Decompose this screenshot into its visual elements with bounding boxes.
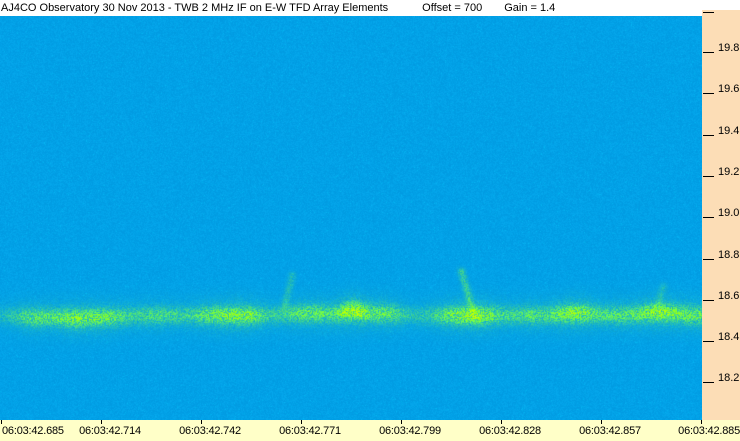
time-tick-mark xyxy=(301,420,302,424)
frequency-axis-panel: 19.8 19.6 19.4 19.2 19.0 18.8 18.6 18.4 18.2 xyxy=(702,10,740,420)
time-tick-label: 06:03:42.771 xyxy=(279,425,341,437)
frequency-tick-label: 18.8 xyxy=(718,249,740,261)
frequency-tick-mark xyxy=(703,217,714,218)
time-axis-panel: 06:03:42.685 06:03:42.714 06:03:42.742 06:0… xyxy=(0,420,740,441)
frequency-tick-mark xyxy=(703,93,714,94)
time-tick-mark xyxy=(501,420,502,424)
frequency-tick-label: 19.6 xyxy=(718,83,740,95)
frequency-tick-label: 18.6 xyxy=(718,290,740,302)
gain-readout: Gain = 1.4 xyxy=(504,2,556,14)
frequency-tick-mark xyxy=(703,382,714,383)
frequency-tick-mark xyxy=(703,135,714,136)
frequency-tick-mark xyxy=(703,259,714,260)
frequency-tick-mark xyxy=(703,300,714,301)
time-tick-mark xyxy=(401,420,402,424)
time-tick-label: 06:03:42.885 xyxy=(678,425,740,437)
time-tick-mark xyxy=(101,420,102,424)
time-tick-mark xyxy=(701,420,702,424)
time-tick-label: 06:03:42.714 xyxy=(79,425,141,437)
frequency-tick-label: 18.2 xyxy=(718,372,740,384)
time-tick-label: 06:03:42.828 xyxy=(479,425,541,437)
frequency-tick-mark xyxy=(703,12,714,13)
time-tick-mark xyxy=(201,420,202,424)
frequency-tick-label: 18.4 xyxy=(718,331,740,343)
time-tick-label: 06:03:42.742 xyxy=(179,425,241,437)
frequency-tick-mark xyxy=(703,52,714,53)
plot-title: AJ4CO Observatory 30 Nov 2013 - TWB 2 MH… xyxy=(1,2,389,14)
frequency-tick-mark xyxy=(703,176,714,177)
frequency-tick-label: 19.0 xyxy=(718,207,740,219)
time-tick-mark xyxy=(601,420,602,424)
time-tick-label: 06:03:42.799 xyxy=(379,425,441,437)
frequency-tick-label: 19.8 xyxy=(718,42,740,54)
time-tick-label: 06:03:42.685 xyxy=(2,425,64,437)
frequency-tick-label: 19.4 xyxy=(718,125,740,137)
time-tick-mark xyxy=(1,420,2,424)
frequency-tick-mark xyxy=(703,341,714,342)
offset-readout: Offset = 700 xyxy=(422,2,483,14)
frequency-tick-label: 19.2 xyxy=(718,166,740,178)
spectrogram-plot xyxy=(0,16,702,420)
title-bar: AJ4CO Observatory 30 Nov 2013 - TWB 2 MH… xyxy=(1,0,740,16)
time-tick-label: 06:03:42.857 xyxy=(579,425,641,437)
